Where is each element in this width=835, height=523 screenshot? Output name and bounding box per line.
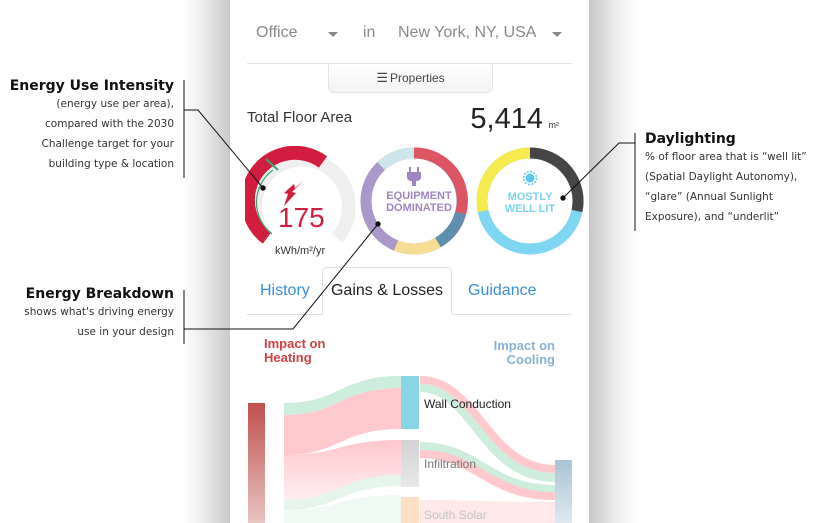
panel-shadow-left (182, 0, 230, 523)
eb-line2: DOMINATED (386, 202, 452, 214)
lightning-icon (284, 180, 304, 206)
tab-guidance[interactable]: Guidance (468, 282, 537, 299)
app-panel: Office in New York, NY, USA ☰ Properties … (230, 0, 589, 523)
annotation-daylighting: Daylighting % of floor area that is “wel… (645, 131, 807, 227)
heat-line1: Impact on (264, 336, 326, 351)
dl-line2: WELL LIT (504, 203, 556, 215)
in-connector: in (363, 24, 376, 41)
tab-history[interactable]: History (260, 282, 310, 299)
properties-label: Properties (389, 71, 445, 85)
annotation-eui-title: Energy Use Intensity (9, 78, 174, 94)
plug-icon (407, 167, 421, 186)
cooling-node (555, 460, 572, 523)
daylighting-text: MOSTLY WELL LIT (480, 191, 580, 215)
annotation-eui-line: compared with the 2030 (45, 118, 174, 130)
total-floor-area-label: Total Floor Area (247, 109, 353, 126)
annotation-eui: Energy Use Intensity (energy use per are… (10, 78, 174, 174)
node-label-infiltration: Infiltration (424, 457, 477, 471)
node-label-south-solar: South Solar (424, 508, 487, 522)
annotation-daylighting-title: Daylighting (645, 131, 736, 147)
properties-button[interactable]: ☰ Properties (328, 64, 493, 93)
wall-conduction-node (401, 376, 419, 429)
annotation-breakdown-title: Energy Breakdown (25, 286, 174, 302)
dl-line1: MOSTLY (507, 191, 553, 203)
annotation-breakdown-line: use in your design (77, 326, 174, 338)
total-floor-area-value: 5,414 (470, 103, 543, 135)
annotation-eui-line: Challenge target for your (41, 138, 174, 150)
tab-gains-losses[interactable]: Gains & Losses (322, 267, 452, 315)
annotation-eui-line: building type & location (48, 158, 174, 170)
annotation-breakdown: Energy Breakdown shows what's driving en… (24, 286, 174, 342)
impact-heating-title: Impact on Heating (264, 337, 325, 365)
location-select[interactable]: New York, NY, USA (398, 24, 537, 41)
eb-line1: EQUIPMENT (386, 190, 452, 202)
eui-value: 175 (278, 202, 325, 233)
annotation-daylighting-line: Exposure), and “underlit” (645, 211, 780, 223)
annotation-breakdown-line: shows what's driving energy (24, 306, 174, 318)
eui-unit: kWh/m²/yr (275, 245, 326, 257)
heating-node (248, 403, 265, 523)
building-type-select[interactable]: Office (256, 24, 298, 41)
impact-cooling-title: Impact on Cooling (494, 339, 555, 367)
node-label-wall-conduction: Wall Conduction (424, 397, 511, 411)
infiltration-node (401, 440, 419, 487)
location-caret-icon[interactable] (552, 32, 562, 37)
sun-icon (522, 170, 538, 186)
total-floor-area-unit: m² (548, 120, 560, 130)
header-divider (247, 63, 572, 64)
heat-line2: Heating (264, 350, 312, 365)
annotation-eui-line: (energy use per area), (56, 98, 174, 110)
south-solar-node (401, 497, 419, 523)
building-type-caret-icon[interactable] (328, 32, 338, 37)
hamburger-icon: ☰ (376, 70, 388, 85)
cool-line2: Cooling (506, 352, 555, 367)
sankey-diagram[interactable] (230, 370, 589, 523)
annotation-daylighting-line: % of floor area that is “well lit” (645, 151, 807, 163)
energy-breakdown-donut[interactable] (358, 145, 470, 257)
panel-shadow-right (589, 0, 637, 523)
cool-line1: Impact on (493, 338, 555, 353)
annotation-daylighting-line: “glare” (Annual Sunlight (645, 191, 773, 203)
annotation-daylighting-line: (Spatial Daylight Autonomy), (645, 171, 798, 183)
energy-breakdown-text: EQUIPMENT DOMINATED (366, 190, 472, 214)
